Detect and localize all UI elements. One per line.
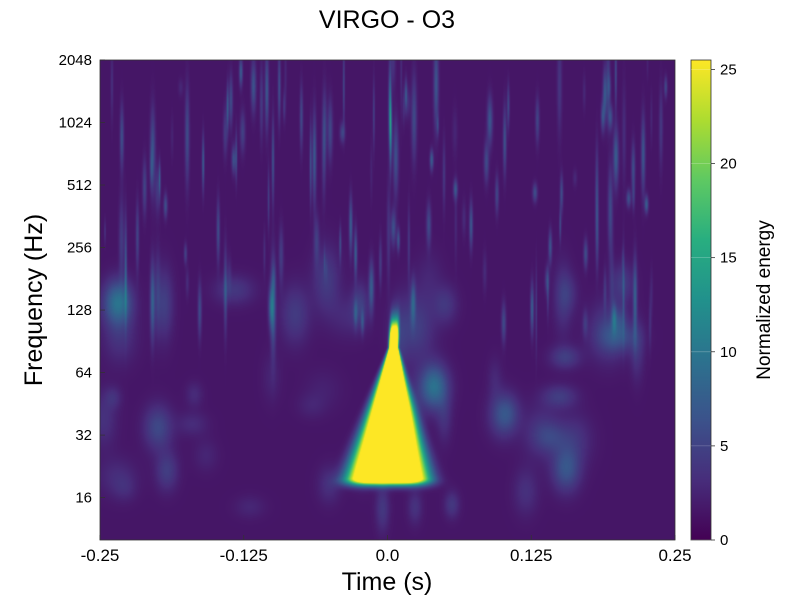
x-axis-label: Time (s) bbox=[342, 568, 433, 596]
y-axis-ticks: 16 32 64 128 256 512 1024 2048 bbox=[59, 52, 105, 507]
x-tick-label: 0.125 bbox=[510, 546, 553, 565]
plot-area bbox=[99, 59, 676, 541]
x-tick-label: 0.0 bbox=[376, 546, 400, 565]
x-tick-label: 0.25 bbox=[658, 546, 691, 565]
heatmap-image bbox=[100, 60, 675, 540]
colorbar-tick-label: 15 bbox=[720, 250, 737, 267]
colorbar-ticks: 0 5 10 15 20 25 bbox=[691, 61, 737, 549]
x-tick-label: -0.25 bbox=[81, 546, 120, 565]
colorbar-gradient bbox=[690, 59, 712, 541]
y-tick-label: 1024 bbox=[59, 115, 92, 132]
y-tick-label: 2048 bbox=[59, 52, 92, 69]
x-tick-label: -0.125 bbox=[220, 546, 268, 565]
colorbar-tick-label: 20 bbox=[720, 156, 737, 173]
colorbar-tick-label: 25 bbox=[720, 61, 737, 78]
y-tick-label: 128 bbox=[67, 302, 92, 319]
chart-title: VIRGO - O3 bbox=[319, 6, 455, 34]
colorbar-label: Normalized energy bbox=[754, 220, 775, 380]
y-tick-label: 64 bbox=[75, 365, 92, 382]
x-axis-ticks: -0.25 -0.125 0.0 0.125 0.25 bbox=[81, 535, 692, 565]
y-tick-label: 32 bbox=[75, 427, 92, 444]
y-tick-label: 256 bbox=[67, 240, 92, 257]
y-axis-label: Frequency (Hz) bbox=[20, 214, 48, 386]
y-tick-label: 512 bbox=[67, 177, 92, 194]
colorbar-tick-label: 0 bbox=[720, 532, 728, 549]
colorbar: 0 5 10 15 20 25 Normalized energy bbox=[690, 59, 775, 549]
colorbar-tick-label: 10 bbox=[720, 344, 737, 361]
colorbar-tick-label: 5 bbox=[720, 438, 728, 455]
y-tick-label: 16 bbox=[75, 490, 92, 507]
